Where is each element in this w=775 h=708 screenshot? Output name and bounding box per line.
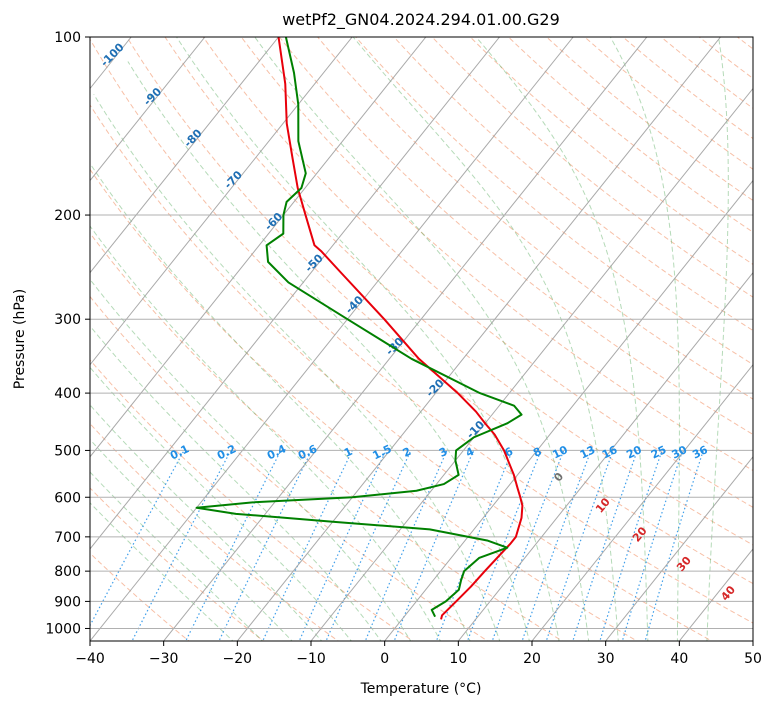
x-tick-label: −10 <box>296 651 326 667</box>
x-tick-label: 0 <box>380 651 389 667</box>
isotherms <box>90 37 753 641</box>
x-tick-label: 50 <box>744 651 762 667</box>
plot-frame <box>89 36 754 642</box>
y-tick-label: 900 <box>54 594 81 610</box>
dry-adiabat-line <box>90 232 564 641</box>
dry-adiabat-line <box>202 37 753 508</box>
profile-series <box>195 37 524 620</box>
isotherm-line <box>236 37 721 641</box>
y-tick-label: 400 <box>54 386 81 402</box>
mixing-ratio-line <box>545 450 614 641</box>
moist-adiabat-line <box>90 438 293 641</box>
y-tick-label: 200 <box>54 208 81 224</box>
y-tick-label: 600 <box>54 490 81 506</box>
mixing-ratio-line <box>435 450 514 641</box>
mixing-ratio-label: 30 <box>670 443 690 462</box>
plot-area: 0.1 0.2 0.4 0.6 1 1.5 2 3 4 6 8 10 13 16 20 25 30 36-100-… <box>90 37 753 641</box>
isotherm-line <box>605 456 753 641</box>
y-tick-label: 100 <box>54 30 81 46</box>
x-tick-label: 20 <box>523 651 541 667</box>
mixing-ratio-line <box>90 450 185 627</box>
mixing-ratio-line <box>393 450 475 641</box>
isotherm-line <box>163 37 648 641</box>
moist-adiabat-line <box>90 325 382 641</box>
isotherm-line <box>90 37 574 641</box>
mixing-ratio-line <box>521 450 592 641</box>
moist-adiabat-line <box>90 502 234 641</box>
isotherm-line <box>90 37 353 366</box>
moist-adiabat-line <box>90 225 441 641</box>
x-tick-label: 10 <box>449 651 467 667</box>
temperature-profile-line <box>277 37 524 620</box>
mixing-ratio-line <box>621 450 684 641</box>
isotherm-line <box>90 37 279 274</box>
isotherm-line <box>90 37 206 182</box>
y-tick-label: 700 <box>54 530 81 546</box>
moist-adiabat-line <box>90 404 323 641</box>
y-tick-label: 800 <box>54 564 81 580</box>
mixing-ratio-label: 36 <box>690 443 710 462</box>
y-tick-label: 500 <box>54 443 81 459</box>
x-tick-label: 30 <box>597 651 615 667</box>
x-tick-label: −20 <box>223 651 253 667</box>
mixing-ratio-label: 16 <box>600 443 620 462</box>
isotherm-line <box>90 37 500 550</box>
mixing-ratio-line <box>644 450 704 641</box>
dry-adiabat-line <box>431 37 753 298</box>
isotherm-line <box>457 271 753 641</box>
isotherm-line <box>310 87 753 641</box>
y-tick-label: 1000 <box>45 621 81 637</box>
moist-adiabat-line <box>93 94 501 641</box>
x-tick-label: 40 <box>670 651 688 667</box>
mixing-ratio-label: 10 <box>550 443 570 462</box>
isotherm-line <box>384 179 753 641</box>
moist-adiabat-line <box>90 471 264 641</box>
dry-adiabat-line <box>164 37 753 546</box>
mixing-ratio-label: 25 <box>649 443 668 461</box>
dewpoint-profile-line <box>195 37 523 618</box>
x-axis-label: Temperature (°C) <box>360 681 482 697</box>
x-tick-label: −30 <box>149 651 179 667</box>
y-tick-label: 300 <box>54 312 81 328</box>
mixing-ratio-label: 20 <box>624 443 644 462</box>
y-axis: 1000 900 800 700 600 500 400 300 200 100 <box>45 30 90 637</box>
isotherm-line <box>531 363 753 641</box>
y-axis-label: Pressure (hPa) <box>12 289 28 389</box>
pressure-gridlines <box>90 37 753 629</box>
moist-adiabat-line <box>90 278 412 641</box>
mixing-ratio-line <box>131 450 232 641</box>
moist-adiabat-line <box>90 366 352 641</box>
x-axis: −40 −30 −20 −10 0 10 20 30 40 50 <box>75 641 762 667</box>
mixing-ratio-line <box>491 450 565 641</box>
dry-adiabat-line <box>278 37 753 436</box>
mixing-ratio-line <box>364 450 448 641</box>
isotherm-line <box>90 37 427 458</box>
dry-adiabat-line <box>126 37 753 585</box>
mixing-ratio-line <box>262 450 353 641</box>
mixing-ratio-label: 13 <box>578 443 597 461</box>
mixing-ratio-line <box>572 450 638 641</box>
chart-title: wetPf2_GN04.2024.294.01.00.G29 <box>282 10 560 30</box>
dry-adiabat-line <box>316 37 753 400</box>
x-tick-label: −40 <box>75 651 105 667</box>
mixing-ratio-line <box>599 450 663 641</box>
